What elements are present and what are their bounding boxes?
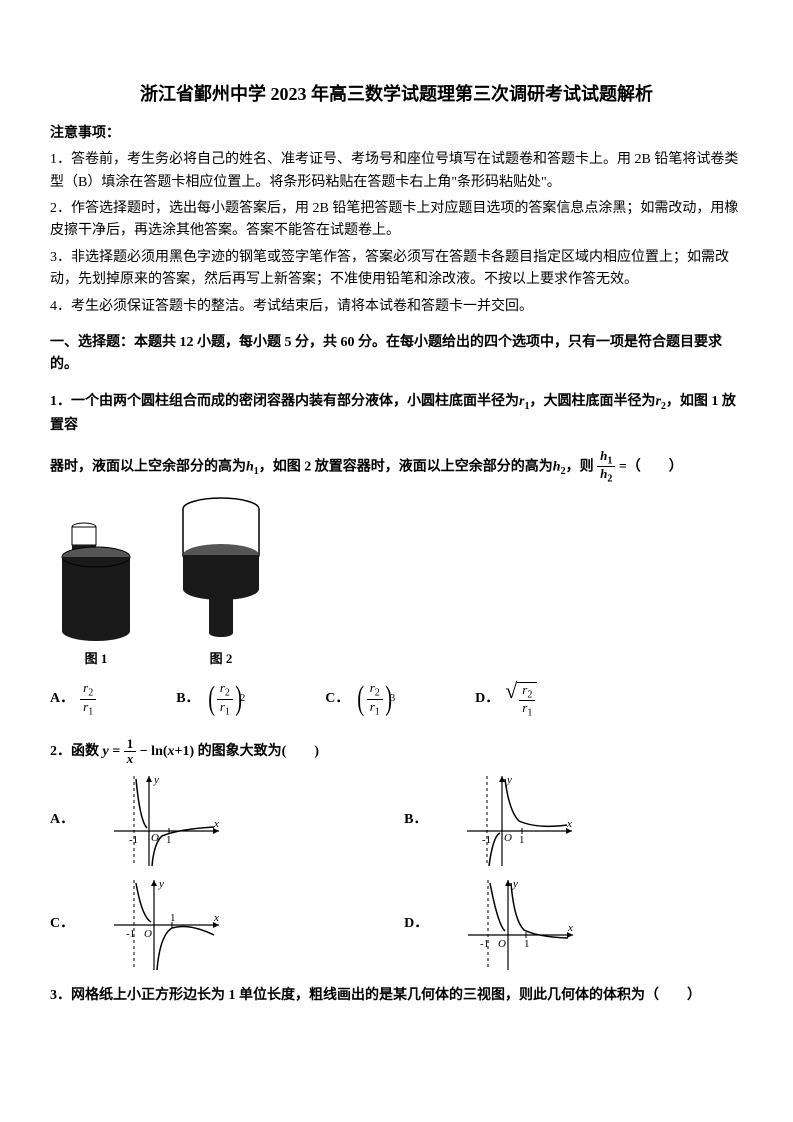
svg-text:x: x xyxy=(213,912,219,924)
page-title: 浙江省鄞州中学 2023 年高三数学试题理第三次调研考试试题解析 xyxy=(50,80,743,109)
svg-text:x: x xyxy=(566,818,572,830)
svg-text:-1: -1 xyxy=(126,928,135,940)
svg-text:O: O xyxy=(144,928,152,940)
q2-stem: 2．函数 y = 1x − ln(x+1) 的图象大致为( ) xyxy=(50,737,743,767)
q2-row2: C． -1 1 O x y D． -1 1 O x y xyxy=(50,875,743,975)
graph-b-icon: -1 1 O x y xyxy=(457,771,577,871)
svg-text:y: y xyxy=(512,878,518,890)
cylinder-fig2-icon xyxy=(176,495,266,645)
q1-stem-line1: 1．一个由两个圆柱组合而成的密闭容器内装有部分液体，小圆柱底面半径为r1，大圆柱… xyxy=(50,391,743,437)
svg-text:O: O xyxy=(504,832,512,844)
q3-stem: 3．网格纸上小正方形边长为 1 单位长度，粗线画出的是某几何体的三视图，则此几何… xyxy=(50,985,743,1007)
opt-c-label: C． xyxy=(325,688,349,710)
q2-opt-a-label: A． xyxy=(50,809,74,831)
svg-text:1: 1 xyxy=(524,938,530,950)
svg-text:1: 1 xyxy=(170,912,176,924)
svg-text:-1: -1 xyxy=(480,938,489,950)
q1-opt-b: B． (r2r1)2 xyxy=(176,681,245,717)
q1-text-g: =（ ） xyxy=(619,459,683,474)
q1-fig1: 图 1 xyxy=(56,515,136,670)
q1-text-f: ，则 xyxy=(566,459,598,474)
q1-text-b: ，大圆柱底面半径为 xyxy=(529,394,655,409)
q1-options: A． r2r1 B． (r2r1)2 C． (r2r1)3 D． √r2r1 xyxy=(50,680,743,719)
q1-text-e: ，如图 2 放置容器时，液面以上空余部分的高为 xyxy=(259,459,553,474)
q1-text-d: 器时，液面以上空余部分的高为 xyxy=(50,459,246,474)
q2-text-a: 2．函数 xyxy=(50,744,103,759)
opt-a-label: A． xyxy=(50,688,74,710)
opt-d-label: D． xyxy=(475,688,499,710)
fig2-label: 图 2 xyxy=(210,649,233,670)
svg-text:-1: -1 xyxy=(129,834,138,846)
svg-text:x: x xyxy=(567,922,573,934)
q1-figures: 图 1 图 2 xyxy=(56,495,743,670)
svg-text:1: 1 xyxy=(519,834,525,846)
q1-opt-a: A． r2r1 xyxy=(50,681,96,717)
graph-d-icon: -1 1 O x y xyxy=(458,875,578,975)
q2-opt-c-label: C． xyxy=(50,913,74,935)
q2-opt-b-label: B． xyxy=(404,809,427,831)
q2-opt-d-label: D． xyxy=(404,913,428,935)
q1-text-a: 1．一个由两个圆柱组合而成的密闭容器内装有部分液体，小圆柱底面半径为 xyxy=(50,394,519,409)
notice-3: 3．非选择题必须用黑色字迹的钢笔或签字笔作答，答案必须写在答题卡各题目指定区域内… xyxy=(50,247,743,292)
svg-text:O: O xyxy=(498,938,506,950)
fig1-label: 图 1 xyxy=(85,649,108,670)
q1-stem-line2: 器时，液面以上空余部分的高为h1，如图 2 放置容器时，液面以上空余部分的高为h… xyxy=(50,449,743,485)
svg-text:y: y xyxy=(506,774,512,786)
svg-text:x: x xyxy=(213,818,219,830)
q1-opt-d: D． √r2r1 xyxy=(475,680,537,719)
q1-fig2: 图 2 xyxy=(176,495,266,670)
notice-header: 注意事项： xyxy=(50,123,743,145)
section-1-heading: 一、选择题：本题共 12 小题，每小题 5 分，共 60 分。在每小题给出的四个… xyxy=(50,332,743,377)
svg-text:y: y xyxy=(153,774,159,786)
notice-2: 2．作答选择题时，选出每小题答案后，用 2B 铅笔把答题卡上对应题目选项的答案信… xyxy=(50,198,743,243)
q1-opt-c: C． (r2r1)3 xyxy=(325,681,395,717)
q2-text-b: 的图象大致为( ) xyxy=(194,744,319,759)
graph-c-icon: -1 1 O x y xyxy=(104,875,224,975)
graph-a-icon: -1 1 O x y xyxy=(104,771,224,871)
svg-text:y: y xyxy=(158,878,164,890)
q2-row1: A． -1 1 O x y B． -1 1 O x y xyxy=(50,771,743,871)
notice-4: 4．考生必须保证答题卡的整洁。考试结束后，请将本试卷和答题卡一并交回。 xyxy=(50,296,743,318)
opt-b-label: B． xyxy=(176,688,199,710)
svg-text:1: 1 xyxy=(166,834,172,846)
notice-1: 1．答卷前，考生务必将自己的姓名、准考证号、考场号和座位号填写在试题卷和答题卡上… xyxy=(50,149,743,194)
cylinder-fig1-icon xyxy=(56,515,136,645)
svg-text:-1: -1 xyxy=(482,834,491,846)
